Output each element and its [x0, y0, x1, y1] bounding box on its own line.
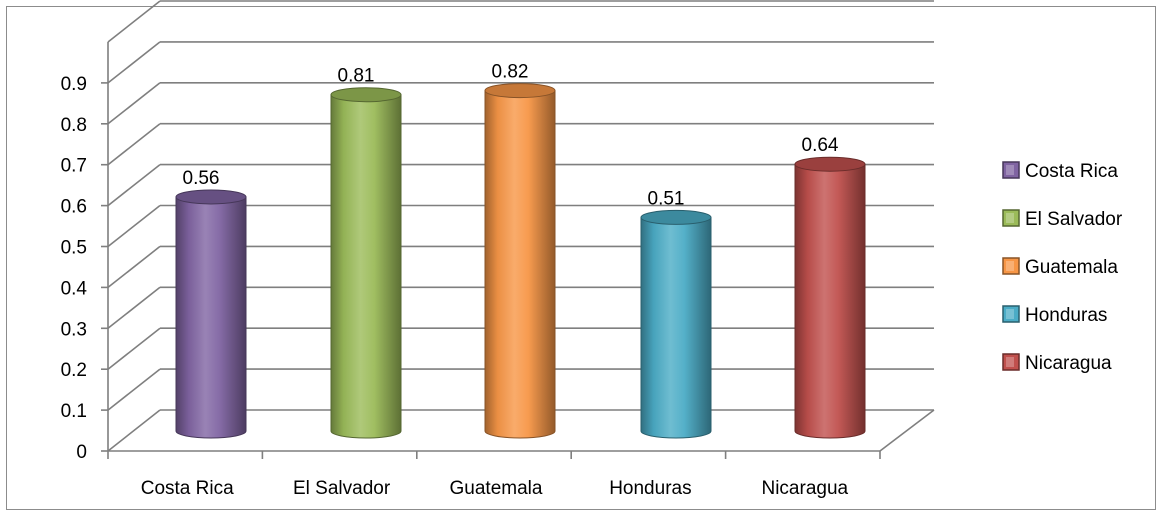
y-tick-label: 0.4 — [61, 278, 88, 299]
gridline-side — [107, 41, 161, 84]
x-category-label: Costa Rica — [141, 478, 234, 499]
legend-swatch-highlight — [1006, 309, 1014, 319]
data-label: 0.82 — [492, 62, 529, 83]
x-category-label: Nicaragua — [761, 478, 848, 499]
gridline-side — [107, 327, 161, 370]
gridline-side — [107, 123, 161, 166]
y-axis: 0 0.1 0.2 0.3 0.4 0.5 0.6 0.7 0.8 0.9 — [61, 42, 109, 463]
gridline-side — [107, 286, 161, 329]
legend-label: El Salvador — [1025, 209, 1123, 230]
bar-costa-rica — [175, 189, 247, 439]
chart-data-labels: 0.56 0.81 0.82 0.51 0.64 — [183, 62, 839, 210]
y-tick-label: 0.5 — [61, 238, 87, 259]
gridline-side — [107, 245, 161, 289]
x-category-label: El Salvador — [293, 478, 391, 499]
bar-body — [330, 94, 402, 439]
bar-top — [484, 83, 556, 99]
chart-bars — [175, 83, 866, 439]
bar-top — [330, 87, 402, 103]
chart-legend: Costa Rica El Salvador Guatemala Honduras Ni… — [1002, 161, 1123, 374]
legend-swatch-highlight — [1006, 261, 1014, 271]
gridline-side — [107, 163, 161, 207]
bar-top — [794, 156, 866, 172]
legend-label: Costa Rica — [1025, 161, 1118, 182]
y-tick-label: 0 — [76, 442, 87, 463]
gridline-side — [107, 368, 161, 411]
y-tick-label: 0.1 — [61, 401, 87, 422]
x-axis: Costa Rica El Salvador Guatemala Honduras Ni… — [107, 450, 881, 499]
bar-body — [640, 216, 712, 439]
y-tick-label: 0.8 — [61, 115, 87, 136]
y-tick-label: 0.3 — [61, 319, 87, 340]
data-label: 0.51 — [648, 188, 685, 209]
legend-item: Nicaragua — [1002, 353, 1112, 374]
floor-edge-right — [879, 409, 935, 452]
y-tick-label: 0.2 — [61, 360, 87, 381]
bar-body — [794, 163, 866, 439]
bar-top — [640, 209, 712, 225]
legend-item: El Salvador — [1002, 209, 1123, 230]
x-category-label: Honduras — [609, 478, 691, 499]
chart-walls — [879, 409, 935, 452]
y-tick-label: 0.7 — [61, 156, 87, 177]
gridline-side — [107, 409, 161, 452]
data-label: 0.56 — [183, 168, 220, 189]
y-tick-label: 0.6 — [61, 197, 87, 218]
legend-swatch-highlight — [1006, 213, 1014, 223]
bar-el-salvador — [330, 87, 402, 439]
gridline-side — [107, 82, 161, 125]
legend-label: Honduras — [1025, 305, 1107, 326]
data-label: 0.81 — [338, 66, 375, 87]
x-category-label: Guatemala — [450, 478, 543, 499]
legend-item: Guatemala — [1002, 257, 1118, 278]
legend-swatch-highlight — [1006, 357, 1014, 367]
legend-swatch-highlight — [1006, 165, 1014, 175]
legend-item: Honduras — [1002, 305, 1107, 326]
bar-honduras — [640, 209, 712, 439]
bar-top — [175, 189, 247, 205]
legend-label: Guatemala — [1025, 257, 1118, 278]
legend-item: Costa Rica — [1002, 161, 1118, 182]
bar-guatemala — [484, 83, 556, 439]
gridline-side — [107, 0, 161, 43]
gridline-side — [107, 204, 161, 248]
legend-label: Nicaragua — [1025, 353, 1112, 374]
data-label: 0.64 — [802, 135, 839, 156]
bar-body — [175, 196, 247, 439]
bar-body — [484, 90, 556, 439]
y-tick-label: 0.9 — [61, 74, 87, 95]
bar-nicaragua — [794, 156, 866, 439]
